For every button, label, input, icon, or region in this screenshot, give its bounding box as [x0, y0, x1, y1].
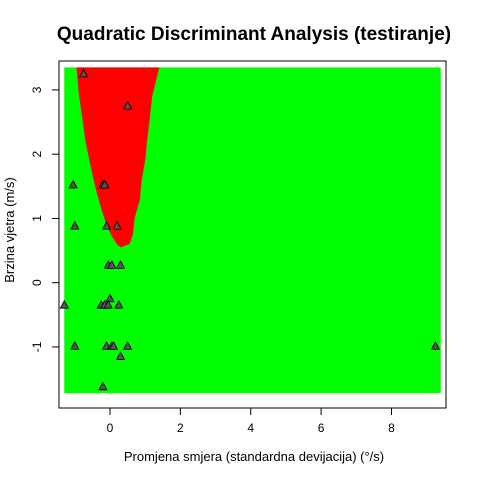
y-axis: -1 0 1 2 3	[30, 86, 59, 352]
x-axis: 0 2 4 6 8	[107, 408, 395, 435]
x-axis-label: Promjena smjera (standardna devijacija) …	[124, 449, 384, 464]
y-tick-label: 2	[30, 151, 44, 158]
y-tick-label: 0	[30, 279, 44, 286]
y-tick-label: -1	[30, 341, 44, 352]
y-axis-label: Brzina vjetra (m/s)	[2, 177, 17, 282]
x-tick-label: 6	[318, 421, 325, 435]
y-tick-label: 1	[30, 215, 44, 222]
x-tick-label: 8	[388, 421, 395, 435]
x-tick-label: 0	[107, 421, 114, 435]
x-tick-label: 2	[177, 421, 184, 435]
x-tick-label: 4	[247, 421, 254, 435]
chart-title: Quadratic Discriminant Analysis (testira…	[57, 24, 451, 45]
y-tick-label: 3	[30, 86, 44, 93]
